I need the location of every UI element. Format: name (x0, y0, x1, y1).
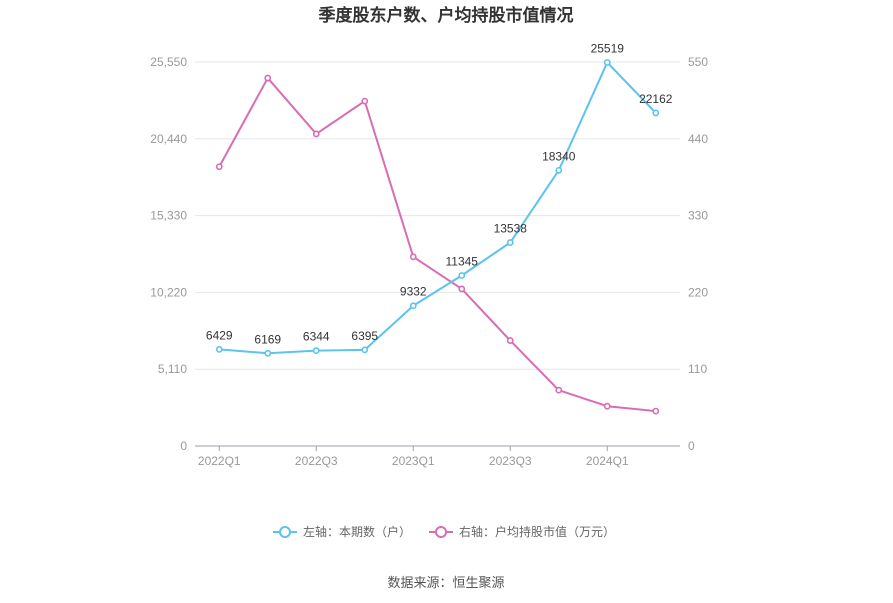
legend-label: 左轴：本期数（户） (303, 524, 411, 539)
data-point (409, 302, 417, 310)
right-tick-label: 220 (688, 285, 708, 299)
data-label: 22162 (639, 92, 673, 106)
left-tick-label: 5,110 (158, 362, 187, 376)
right-tick-label: 110 (688, 362, 707, 376)
data-label: 6395 (351, 329, 378, 343)
data-label: 11345 (446, 254, 479, 268)
left-tick-label: 10,220 (150, 285, 187, 299)
series-line-households (219, 61, 657, 355)
data-point (361, 346, 369, 354)
data-label: 18340 (542, 149, 576, 163)
data-point (458, 272, 466, 279)
right-tick-label: 0 (688, 439, 695, 453)
data-point (215, 163, 223, 171)
data-label: 13538 (494, 222, 528, 236)
source-note: 数据来源：恒生聚源 (387, 575, 504, 590)
data-point (264, 74, 272, 82)
data-label: 9332 (400, 285, 427, 299)
x-tick-label: 2023Q3 (489, 454, 532, 468)
x-tick-label: 2022Q3 (295, 454, 338, 468)
data-label: 6344 (303, 330, 330, 344)
data-point (652, 109, 660, 117)
series-layer (215, 59, 660, 415)
data-point (458, 285, 466, 293)
x-tick-label: 2022Q1 (198, 454, 241, 468)
data-labels: 6429 6169 6344 6395 9332 11345 13538 18340 25519… (206, 41, 673, 346)
data-point (555, 386, 563, 394)
data-label: 6429 (206, 328, 233, 342)
chart-title: 季度股东户数、户均持股市值情况 (319, 5, 574, 25)
series-line-avg-value (218, 77, 656, 413)
data-point (409, 253, 417, 261)
legend-swatch-marker (279, 526, 291, 538)
data-point (264, 349, 272, 357)
x-tick-label: 2023Q1 (392, 454, 435, 468)
data-point (312, 347, 320, 355)
data-label: 6169 (254, 332, 281, 346)
data-point (361, 97, 369, 105)
right-tick-label: 330 (688, 209, 708, 223)
right-tick-label: 440 (688, 132, 708, 146)
data-point (603, 402, 611, 410)
data-point (603, 59, 611, 66)
grid (195, 61, 680, 370)
left-tick-label: 25,550 (150, 55, 187, 69)
right-tick-label: 550 (688, 55, 708, 69)
data-point (652, 407, 660, 415)
data-point (506, 337, 514, 344)
legend-label: 右轴：户均持股市值（万元） (459, 524, 615, 539)
left-tick-label: 20,440 (150, 132, 187, 146)
data-point (555, 166, 563, 174)
data-point (506, 239, 514, 246)
legend-swatch-marker (435, 526, 447, 538)
axes: 0 0 5,110 110 10,220 220 15,330 330 20,440 440 25,… (150, 55, 708, 468)
x-tick-label: 2024Q1 (586, 454, 629, 468)
data-point (215, 345, 223, 353)
left-tick-label: 0 (180, 439, 187, 453)
legend[interactable]: 左轴：本期数（户） 右轴：户均持股市值（万元） (273, 524, 615, 539)
left-tick-label: 15,330 (150, 209, 187, 223)
data-point (312, 130, 320, 138)
data-label: 25519 (591, 41, 625, 55)
